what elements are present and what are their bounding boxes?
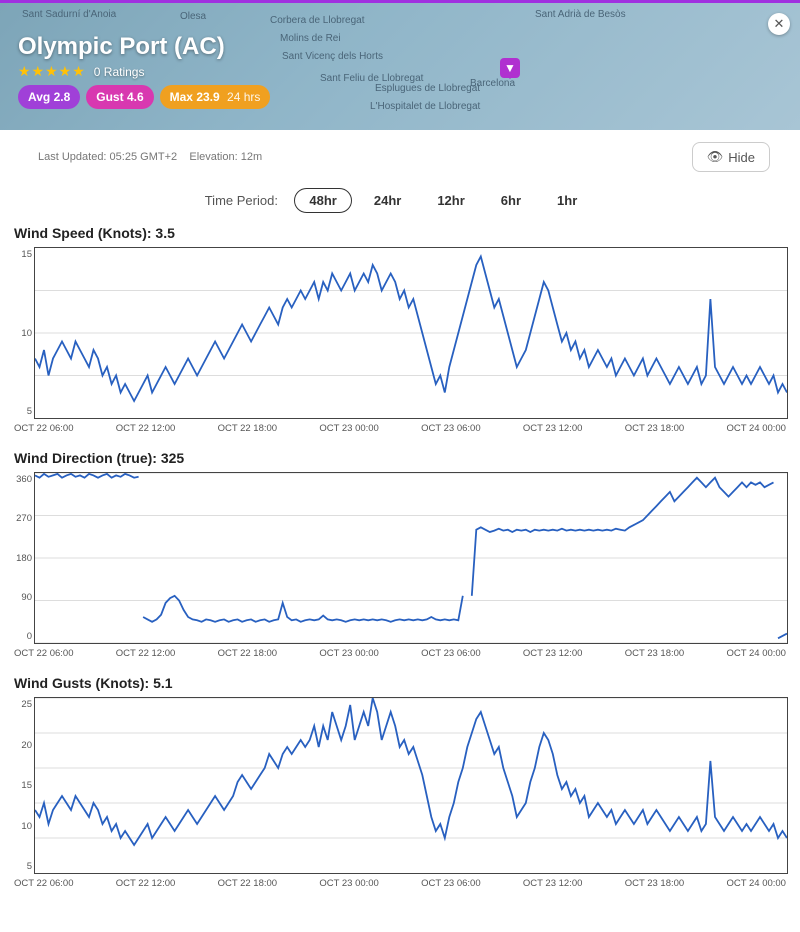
map-place-label: Esplugues de Llobregat — [375, 83, 480, 94]
chart-winddir: Wind Direction (true): 325 360270180900 … — [0, 450, 800, 669]
header-map: Sant Sadurní d'Anoia Corbera de Llobregat… — [0, 0, 800, 130]
badge-gust-value: 4.6 — [127, 90, 144, 104]
badge-max-sub: 24 hrs — [227, 90, 260, 104]
map-place-label: Sant Vicenç dels Horts — [282, 51, 383, 62]
map-place-label: Molins de Rei — [280, 33, 341, 44]
period-row: Time Period: 48hr 24hr 12hr 6hr 1hr — [0, 188, 800, 213]
last-updated: Last Updated: 05:25 GMT+2 — [38, 151, 177, 163]
chart-windspeed: Wind Speed (Knots): 3.5 15105 OCT 22 06:… — [0, 225, 800, 444]
map-place-label: Sant Adrià de Besòs — [535, 9, 626, 20]
badge-avg-label: Avg — [28, 90, 50, 104]
chart-box-winddir — [34, 472, 788, 644]
period-48hr[interactable]: 48hr — [294, 188, 351, 213]
chart-title-windgust: Wind Gusts (Knots): 5.1 — [14, 675, 788, 691]
location-marker: ▼ — [500, 58, 520, 78]
elevation: Elevation: 12m — [189, 151, 262, 163]
status-row: Last Updated: 05:25 GMT+2 Elevation: 12m… — [0, 130, 800, 184]
badge-max-label: Max — [170, 90, 193, 104]
badge-max: Max 23.9 24 hrs — [160, 85, 271, 109]
badge-gust-label: Gust — [96, 90, 123, 104]
badge-avg-value: 2.8 — [54, 90, 71, 104]
stars-icon: ★★★★★ — [18, 63, 86, 80]
chart-windgust: Wind Gusts (Knots): 5.1 252015105 OCT 22… — [0, 675, 800, 899]
y-axis-winddir: 360270180900 — [12, 472, 32, 644]
y-axis-windgust: 252015105 — [12, 697, 32, 874]
map-place-label: L'Hospitalet de Llobregat — [370, 101, 480, 112]
badge-row: Avg 2.8 Gust 4.6 Max 23.9 24 hrs — [18, 85, 270, 109]
hide-label: Hide — [728, 150, 755, 165]
x-axis-windgust: OCT 22 06:00OCT 22 12:00OCT 22 18:00OCT … — [12, 874, 788, 889]
x-axis-windspeed: OCT 22 06:00OCT 22 12:00OCT 22 18:00OCT … — [12, 419, 788, 434]
badge-gust: Gust 4.6 — [86, 85, 153, 109]
period-12hr[interactable]: 12hr — [423, 189, 478, 212]
close-button[interactable]: ✕ — [768, 13, 790, 35]
rating-count: 0 Ratings — [94, 65, 145, 79]
hide-icon: 👁 — [707, 149, 724, 165]
hide-button[interactable]: 👁 Hide — [692, 142, 770, 172]
chart-title-windspeed: Wind Speed (Knots): 3.5 — [14, 225, 788, 241]
y-axis-windspeed: 15105 — [12, 247, 32, 419]
x-axis-winddir: OCT 22 06:00OCT 22 12:00OCT 22 18:00OCT … — [12, 644, 788, 659]
map-place-label: Sant Sadurní d'Anoia — [22, 9, 116, 20]
badge-avg: Avg 2.8 — [18, 85, 80, 109]
chart-title-winddir: Wind Direction (true): 325 — [14, 450, 788, 466]
rating-row: ★★★★★ 0 Ratings — [18, 63, 144, 80]
status-text: Last Updated: 05:25 GMT+2 Elevation: 12m — [38, 151, 262, 163]
map-place-label: Olesa — [180, 11, 206, 22]
period-24hr[interactable]: 24hr — [360, 189, 415, 212]
period-label: Time Period: — [205, 193, 278, 208]
badge-max-value: 23.9 — [196, 90, 219, 104]
chart-box-windgust — [34, 697, 788, 874]
map-place-label: Corbera de Llobregat — [270, 15, 365, 26]
location-title: Olympic Port (AC) — [18, 33, 225, 61]
period-6hr[interactable]: 6hr — [487, 189, 535, 212]
period-1hr[interactable]: 1hr — [543, 189, 591, 212]
chart-box-windspeed — [34, 247, 788, 419]
